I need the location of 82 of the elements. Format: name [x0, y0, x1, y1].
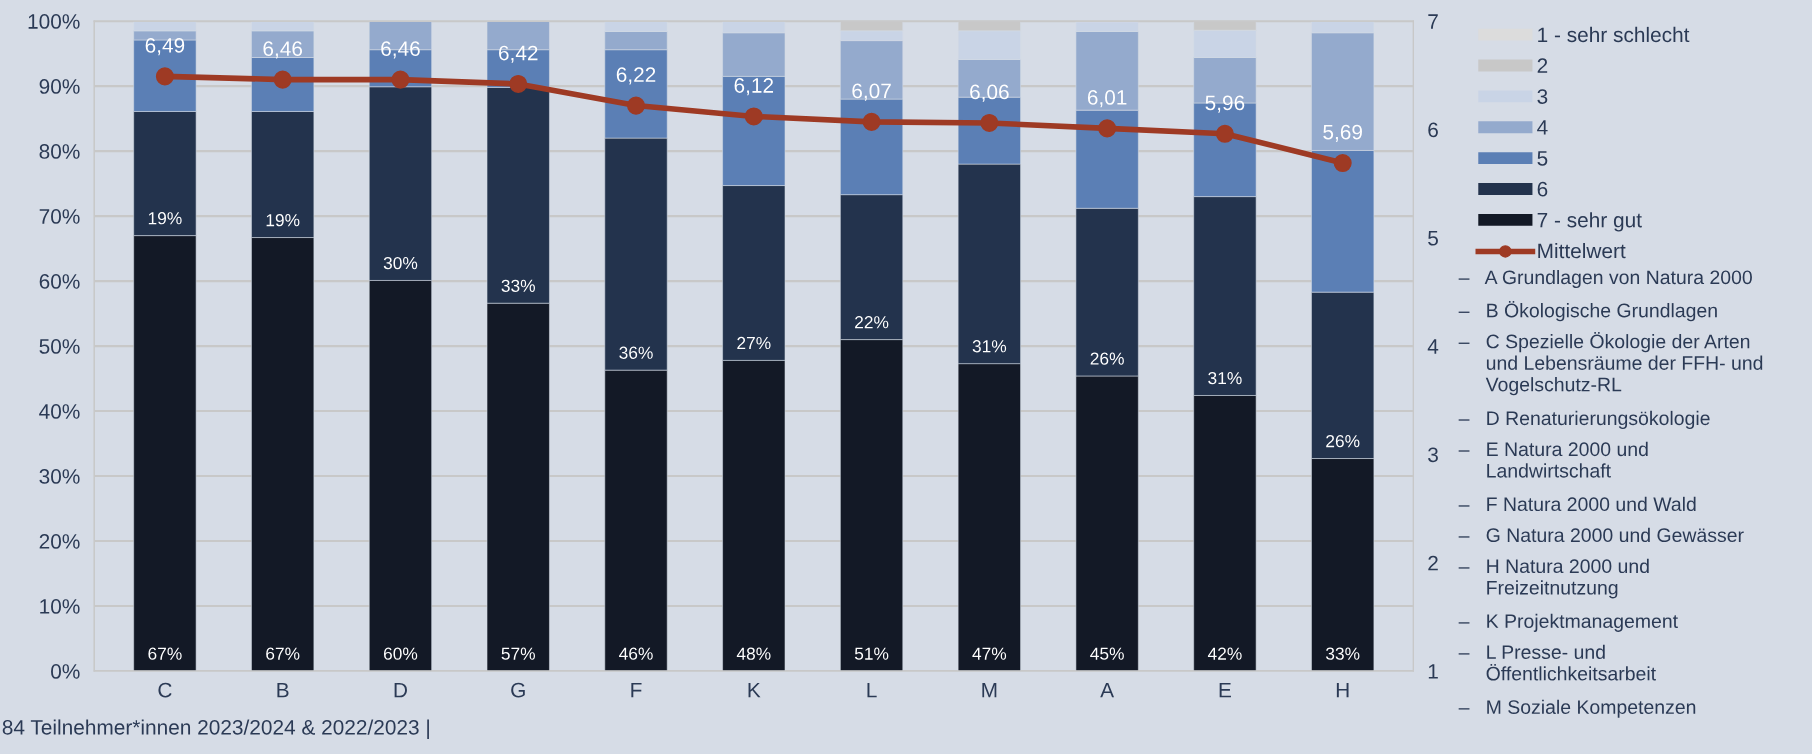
legend-label: Mittelwert — [1538, 243, 1626, 259]
data-label: 5,96 — [1205, 95, 1245, 113]
data-label: 26% — [1326, 435, 1360, 448]
data-label: 48% — [736, 647, 771, 660]
text: – F Natura 2000 und Wald — [1458, 496, 1696, 512]
data-label: 22% — [855, 316, 889, 329]
y-tick-label: 30% — [39, 469, 80, 484]
legend-label: 6 — [1537, 181, 1548, 197]
text: – G Natura 2000 und Gewässer — [1458, 527, 1744, 543]
y-tick-label: 100% — [28, 14, 80, 29]
data-label: 6,12 — [734, 78, 774, 96]
x-tick-label: C — [158, 682, 172, 698]
text: – D Renaturierungsökologie — [1458, 410, 1710, 429]
y-tick-label: 40% — [39, 404, 80, 419]
x-tick-label: L — [867, 682, 877, 698]
data-label: 6,42 — [499, 45, 538, 63]
y-tick-label: 0% — [51, 664, 80, 679]
data-label: 33% — [1325, 647, 1360, 660]
data-label: 27% — [737, 336, 771, 350]
data-label: 6,07 — [852, 83, 891, 101]
text: – L Presse- und Öffentlichkeitsarbeit — [1458, 644, 1656, 681]
x-tick-label: H — [1336, 682, 1349, 698]
text: – K Projektmanagement — [1458, 613, 1678, 632]
data-label: 30% — [383, 256, 418, 270]
y2-tick-label: 6 — [1428, 122, 1438, 138]
legend-label: 5 — [1537, 151, 1548, 166]
data-label: 5,69 — [1323, 124, 1362, 142]
y2-tick-label: 7 — [1428, 14, 1438, 29]
data-label: 6,46 — [263, 41, 303, 59]
y-tick-label: 70% — [39, 209, 80, 224]
y2-tick-label: 3 — [1428, 447, 1438, 463]
x-tick-label: G — [511, 682, 525, 698]
x-tick-label: B — [277, 682, 289, 698]
data-label: 46% — [619, 647, 653, 660]
y2-tick-label: 5 — [1428, 230, 1438, 246]
y2-tick-label: 1 — [1428, 664, 1438, 679]
text: 84 Teilnehmer*innen 2023/2024 & 2022/2023 | — [2, 719, 429, 739]
data-label: 67% — [266, 647, 300, 660]
text: – E Natura 2000 und Landwirtschaft — [1458, 441, 1648, 478]
text: – M Soziale Kompetenzen — [1458, 699, 1696, 718]
x-tick-label: D — [394, 682, 407, 698]
data-label: 57% — [501, 647, 535, 660]
y-tick-label: 90% — [39, 79, 80, 94]
data-label: 45% — [1090, 647, 1124, 660]
y2-tick-label: 4 — [1427, 339, 1439, 354]
data-label: 31% — [1208, 371, 1242, 385]
y-tick-label: 20% — [39, 534, 80, 549]
y-tick-label: 10% — [40, 599, 80, 614]
y-tick-label: 60% — [39, 274, 80, 289]
data-label: 51% — [854, 647, 889, 660]
legend-label: 1 - sehr schlecht — [1538, 26, 1690, 43]
data-label: 42% — [1207, 647, 1242, 660]
data-label: 19% — [148, 212, 182, 225]
data-label: 60% — [383, 647, 418, 660]
legend-label: 3 — [1537, 89, 1548, 104]
y-tick-label: 80% — [39, 144, 80, 159]
text: – A Grundlagen von Natura 2000 — [1458, 269, 1752, 289]
x-tick-label: E — [1219, 682, 1231, 698]
data-label: 6,06 — [970, 84, 1009, 102]
data-label: 6,46 — [381, 41, 420, 59]
x-tick-label: A — [1100, 682, 1115, 698]
data-label: 47% — [972, 647, 1007, 660]
data-label: 26% — [1090, 352, 1124, 365]
legend-label: 2 — [1537, 58, 1548, 73]
x-tick-label: K — [748, 682, 761, 698]
data-label: 6,01 — [1087, 90, 1127, 108]
data-label: 19% — [266, 214, 300, 227]
text: – B Ökologische Grundlagen — [1458, 300, 1717, 322]
data-label: 6,22 — [616, 67, 656, 85]
data-label: 67% — [148, 647, 182, 660]
x-tick-label: F — [631, 682, 642, 698]
data-label: 31% — [972, 340, 1007, 353]
legend-label: 4 — [1537, 120, 1548, 135]
data-label: 36% — [619, 346, 653, 359]
data-label: 6,49 — [145, 38, 185, 56]
text: – C Spezielle Ökologie der Arten und Lebensräume der FFH- und Vogelschutz-RL — [1458, 331, 1763, 396]
x-tick-label: M — [982, 682, 997, 698]
y2-tick-label: 2 — [1428, 555, 1438, 571]
text: – H Natura 2000 und Freizeitnutzung — [1458, 558, 1649, 599]
legend-label: 7 - sehr gut — [1537, 212, 1642, 232]
y-tick-label: 50% — [39, 339, 80, 354]
data-label: 33% — [501, 279, 535, 292]
